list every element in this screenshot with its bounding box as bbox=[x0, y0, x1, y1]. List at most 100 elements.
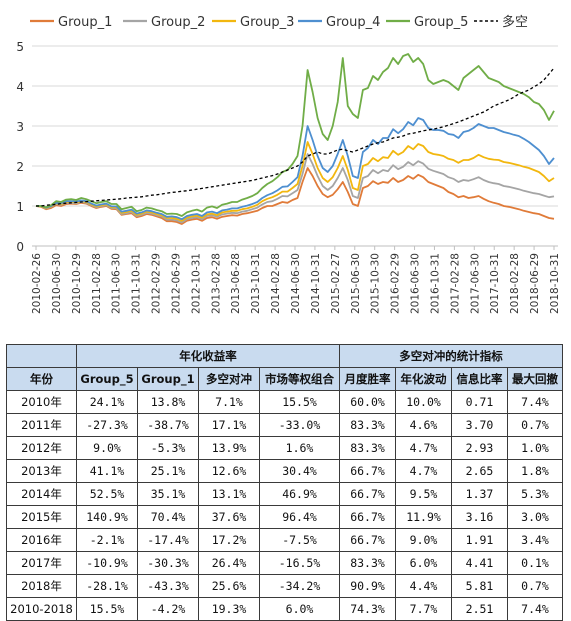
y-axis-tick-labels: 0 1 2 3 4 5 bbox=[16, 40, 24, 254]
x-tick-label: 2016-06-30 bbox=[410, 253, 422, 314]
table-cell: 4.7% bbox=[395, 459, 452, 483]
legend: Group_1 Group_2 Group_3 Group_4 Group_5 多空 bbox=[30, 14, 528, 30]
table-cell: 37.6% bbox=[198, 505, 260, 529]
row-year-cell: 2017年 bbox=[6, 551, 77, 575]
table-cell: 140.9% bbox=[76, 505, 138, 529]
stats-table: 年化收益率 多空对冲的统计指标 年份 Group_5 Group_1 多空对冲 市场等权… bbox=[6, 344, 563, 621]
table-row: 2010-2018 15.5% -4.2% 19.3% 6.0% 74.3% 7.7% 2.5… bbox=[6, 597, 563, 621]
table-cell: 2.65 bbox=[451, 459, 508, 483]
table-cell: 83.3% bbox=[339, 551, 396, 575]
series-line-3 bbox=[35, 141, 555, 222]
table-cell: 5.81 bbox=[451, 574, 508, 598]
x-tick-label: 2013-02-28 bbox=[210, 253, 222, 314]
table-cell: 90.9% bbox=[339, 574, 396, 598]
table-cell: 3.70 bbox=[451, 413, 508, 437]
row-year-cell: 2012年 bbox=[6, 436, 77, 460]
table-cell: 4.41 bbox=[451, 551, 508, 575]
column-header: 年份 bbox=[6, 367, 77, 391]
table-cell: -33.0% bbox=[259, 413, 340, 437]
table-cell: 7.1% bbox=[198, 390, 260, 414]
table-cell: 9.5% bbox=[395, 482, 452, 506]
table-cell: 6.0% bbox=[395, 551, 452, 575]
row-year-cell: 2015年 bbox=[6, 505, 77, 529]
table-cell: 24.1% bbox=[76, 390, 138, 414]
x-tick-label: 2015-10-30 bbox=[370, 253, 382, 314]
x-tick-label: 2015-02-27 bbox=[330, 253, 342, 314]
table-row: 2010年 24.1% 13.8% 7.1% 15.5% 60.0% 10.0% 0.71 7.… bbox=[6, 390, 563, 414]
table-cell: -16.5% bbox=[259, 551, 340, 575]
table-cell: 70.4% bbox=[137, 505, 199, 529]
table-cell: 19.3% bbox=[198, 597, 260, 621]
legend-label: Group_1 bbox=[58, 15, 112, 30]
table-cell: -27.3% bbox=[76, 413, 138, 437]
x-tick-label: 2011-06-30 bbox=[111, 253, 123, 314]
y-tick-label: 4 bbox=[16, 80, 24, 94]
x-tick-label: 2012-02-29 bbox=[151, 253, 163, 314]
table-cell: 26.4% bbox=[198, 551, 260, 575]
column-header: 多空对冲 bbox=[198, 367, 260, 391]
x-tick-label: 2010-10-29 bbox=[71, 253, 83, 314]
x-axis-tick-labels: 2010-02-26 2010-06-30 2010-10-29 2011-02-28… bbox=[31, 253, 561, 314]
row-year-cell: 2014年 bbox=[6, 482, 77, 506]
series-line-5 bbox=[36, 53, 555, 217]
x-tick-label: 2011-02-28 bbox=[91, 253, 103, 314]
column-header: 市场等权组合 bbox=[259, 367, 340, 391]
x-tick-label: 2013-10-31 bbox=[250, 253, 262, 314]
table-cell: 0.71 bbox=[451, 390, 508, 414]
table-cell: 13.8% bbox=[137, 390, 199, 414]
table-cell: -10.9% bbox=[76, 551, 138, 575]
table-cell: 66.7% bbox=[339, 482, 396, 506]
x-tick-label: 2014-06-30 bbox=[290, 253, 302, 314]
row-year-cell: 2013年 bbox=[6, 459, 77, 483]
column-header: 最大回撤 bbox=[507, 367, 563, 391]
table-cell: -17.4% bbox=[137, 528, 199, 552]
series-line-2 bbox=[35, 153, 555, 224]
table-row: 2018年 -28.1% -43.3% 25.6% -34.2% 90.9% 4.4% 5.8… bbox=[6, 574, 563, 598]
table-cell: 7.4% bbox=[507, 390, 563, 414]
y-tick-label: 5 bbox=[16, 40, 24, 54]
column-header: 信息比率 bbox=[451, 367, 508, 391]
table-cell: 17.2% bbox=[198, 528, 260, 552]
table-cell: -5.3% bbox=[137, 436, 199, 460]
y-tick-label: 3 bbox=[16, 120, 24, 134]
x-tick-label: 2012-10-31 bbox=[190, 253, 202, 314]
x-tick-label: 2018-02-28 bbox=[509, 253, 521, 314]
y-tick-label: 2 bbox=[16, 160, 24, 174]
x-tick-label: 2018-06-29 bbox=[529, 253, 541, 314]
x-tick-label: 2018-10-31 bbox=[549, 253, 561, 314]
table-cell: -4.2% bbox=[137, 597, 199, 621]
table-cell: 25.6% bbox=[198, 574, 260, 598]
row-year-cell: 2018年 bbox=[6, 574, 77, 598]
gridlines bbox=[32, 45, 558, 207]
x-tick-label: 2017-02-28 bbox=[449, 253, 461, 314]
x-tick-label: 2016-10-31 bbox=[429, 253, 441, 314]
table-cell: 66.7% bbox=[339, 528, 396, 552]
table-cell: 41.1% bbox=[76, 459, 138, 483]
table-row: 2014年 52.5% 35.1% 13.1% 46.9% 66.7% 9.5% 1.37 5.… bbox=[6, 482, 563, 506]
row-year-cell: 2010-2018 bbox=[6, 597, 77, 621]
table-cell: -30.3% bbox=[137, 551, 199, 575]
table-cell: 1.91 bbox=[451, 528, 508, 552]
table-cell: 83.3% bbox=[339, 436, 396, 460]
table-column-header-row: 年份 Group_5 Group_1 多空对冲 市场等权组合 月度胜率 年化波动 信息比率 最大… bbox=[6, 367, 563, 391]
legend-label: Group_3 bbox=[240, 15, 294, 30]
x-tick-label: 2012-06-29 bbox=[170, 253, 182, 314]
table-cell: 60.0% bbox=[339, 390, 396, 414]
x-tick-label: 2010-02-26 bbox=[31, 253, 43, 314]
legend-label: 多空 bbox=[502, 14, 528, 30]
table-cell: -28.1% bbox=[76, 574, 138, 598]
table-cell: -34.2% bbox=[259, 574, 340, 598]
table-cell: 2.93 bbox=[451, 436, 508, 460]
table-cell: 10.0% bbox=[395, 390, 452, 414]
x-tick-label: 2011-10-31 bbox=[131, 253, 143, 314]
table-row: 2015年 140.9% 70.4% 37.6% 96.4% 66.7% 11.9% 3.16… bbox=[6, 505, 563, 529]
table-row: 2012年 9.0% -5.3% 13.9% 1.6% 83.3% 4.7% 2.93 1.0% bbox=[6, 436, 563, 460]
table-cell: 4.7% bbox=[395, 436, 452, 460]
table-cell: 66.7% bbox=[339, 505, 396, 529]
table-cell: 0.7% bbox=[507, 413, 563, 437]
table-cell: 1.8% bbox=[507, 459, 563, 483]
table-cell: -43.3% bbox=[137, 574, 199, 598]
x-tick-label: 2015-06-30 bbox=[350, 253, 362, 314]
series-line-1 bbox=[35, 167, 555, 225]
